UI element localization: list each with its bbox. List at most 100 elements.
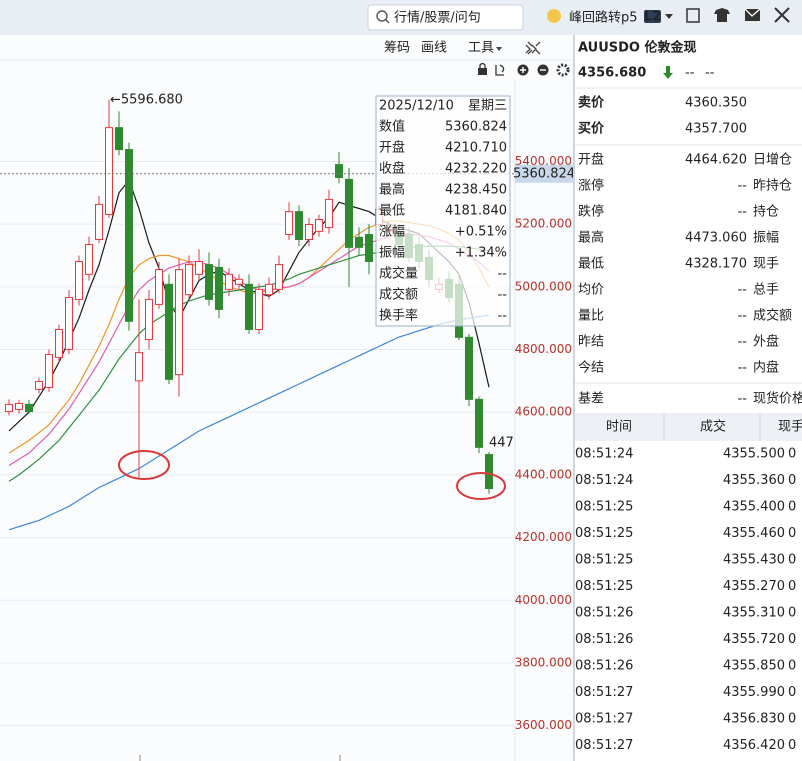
trade-time: 08:51:27 (575, 685, 633, 700)
trade-price: 4355.360 (723, 473, 785, 488)
expand-icon[interactable] (525, 44, 537, 54)
trade-price: 4355.460 (723, 526, 785, 541)
trade-time: 08:51:25 (575, 553, 633, 568)
icon[interactable] (686, 8, 700, 23)
quote-label: 昨结 (578, 335, 604, 350)
toolbar-item[interactable]: 工具 (468, 41, 494, 56)
quote-label: 最低 (578, 257, 604, 272)
quote-label: 现货价格 (753, 391, 802, 407)
panel-bg (375, 95, 511, 327)
y-tick-label: 4000.000 (515, 593, 572, 607)
y-tick-label: 5400.000 (515, 154, 572, 168)
candle-body (15, 402, 23, 410)
panel-value: +0.51% (455, 225, 507, 240)
candle-body (275, 264, 283, 290)
y-axis: 3600.000 3800.000 4000.000 4200.000 4400.000… (513, 154, 575, 732)
down-arrow (663, 66, 673, 79)
highlight-circle (118, 450, 170, 480)
avatar[interactable] (547, 9, 561, 23)
candle-body (65, 297, 73, 351)
dropdown-arrow[interactable] (496, 47, 502, 51)
quote-label: 成交额 (753, 308, 792, 324)
trade-price: 4356.420 (723, 738, 785, 753)
search-box[interactable] (367, 4, 524, 31)
trade-price: 4355.850 (723, 659, 785, 674)
quote-label: 日增仓 (753, 153, 792, 168)
trade-time: 08:51:24 (575, 473, 633, 488)
quote-label: 基差 (578, 392, 604, 407)
trade-time: 08:51:27 (575, 712, 633, 727)
panel-label: 换手率 (379, 308, 418, 324)
quote-value: -- (738, 179, 748, 194)
candle-body (305, 223, 313, 241)
panel-value: 4232.220 (445, 162, 507, 177)
trade-time: 08:51:25 (575, 526, 633, 541)
quote-label: 内盘 (753, 360, 779, 376)
panel-label: 最低 (379, 204, 405, 219)
trade-volume: 0 (788, 606, 796, 621)
quote-label: 量比 (578, 309, 604, 324)
quote-label: 总手 (753, 283, 779, 298)
trade-volume: 0 (788, 632, 796, 647)
candle-body (475, 398, 483, 448)
search-icon (385, 19, 390, 24)
trades-header: 成交 (700, 419, 726, 435)
candle-body (205, 264, 213, 300)
panel-value: -- (498, 288, 508, 303)
badge-text: L2 (644, 10, 661, 25)
quote-label: 现手 (753, 257, 779, 272)
trade-volume: 0 (788, 447, 796, 462)
candle-body (95, 203, 103, 241)
quote-change-pct: -- (705, 66, 715, 81)
panel-label: 成交量 (379, 266, 418, 282)
trade-time: 08:51:26 (575, 659, 633, 674)
candle-body (155, 269, 163, 305)
panel-value: -- (498, 309, 508, 324)
candle-body (355, 236, 363, 248)
trade-time: 08:51:24 (575, 447, 633, 462)
settings-icon[interactable] (556, 63, 570, 77)
trade-price: 4355.400 (723, 500, 785, 515)
panel-label: 涨幅 (379, 225, 405, 240)
quote-label: 均价 (578, 283, 604, 298)
panel-label: 最高 (379, 182, 405, 198)
candle-body (185, 264, 193, 296)
trade-volume: 0 (788, 685, 796, 700)
trade-price: 4355.720 (723, 632, 785, 647)
candle-body (345, 178, 353, 248)
fullscreen-icon[interactable] (527, 41, 541, 55)
trade-price: 4355.310 (723, 606, 785, 621)
trade-volume: 0 (788, 500, 796, 515)
lock-icon[interactable] (478, 68, 487, 75)
candle-body (85, 244, 93, 275)
toolbar-item[interactable]: 画线 (421, 41, 447, 56)
search-placeholder: 行情/股票/问句 (394, 11, 481, 26)
quote-value: -- (738, 361, 748, 376)
candle-body (255, 288, 263, 330)
candle-body (45, 354, 53, 388)
icon[interactable] (714, 8, 730, 22)
y-tick-label: 4400.000 (515, 467, 572, 481)
trade-time: 08:51:26 (575, 632, 633, 647)
highlight-circle (456, 472, 506, 500)
candle-body (485, 454, 493, 489)
trade-time: 08:51:25 (575, 579, 633, 594)
panel-value: 5360.824 (445, 120, 507, 135)
quote-label: 持仓 (753, 205, 779, 220)
toolbar-item[interactable]: 筹码 (384, 40, 410, 56)
dropdown-arrow[interactable] (665, 14, 673, 19)
quote-value: 4473.060 (685, 231, 747, 246)
candle-body (325, 198, 333, 229)
trade-time: 08:51:27 (575, 738, 633, 753)
y-tick-label: 5200.000 (515, 217, 572, 231)
panel-value: +1.34% (455, 246, 507, 261)
close-icon[interactable] (774, 7, 790, 23)
mail-icon (744, 8, 761, 17)
trade-price: 4356.830 (723, 712, 785, 727)
trade-price: 4355.500 (723, 447, 785, 462)
trade-volume: 0 (788, 579, 796, 594)
undo-icon[interactable] (495, 64, 505, 76)
